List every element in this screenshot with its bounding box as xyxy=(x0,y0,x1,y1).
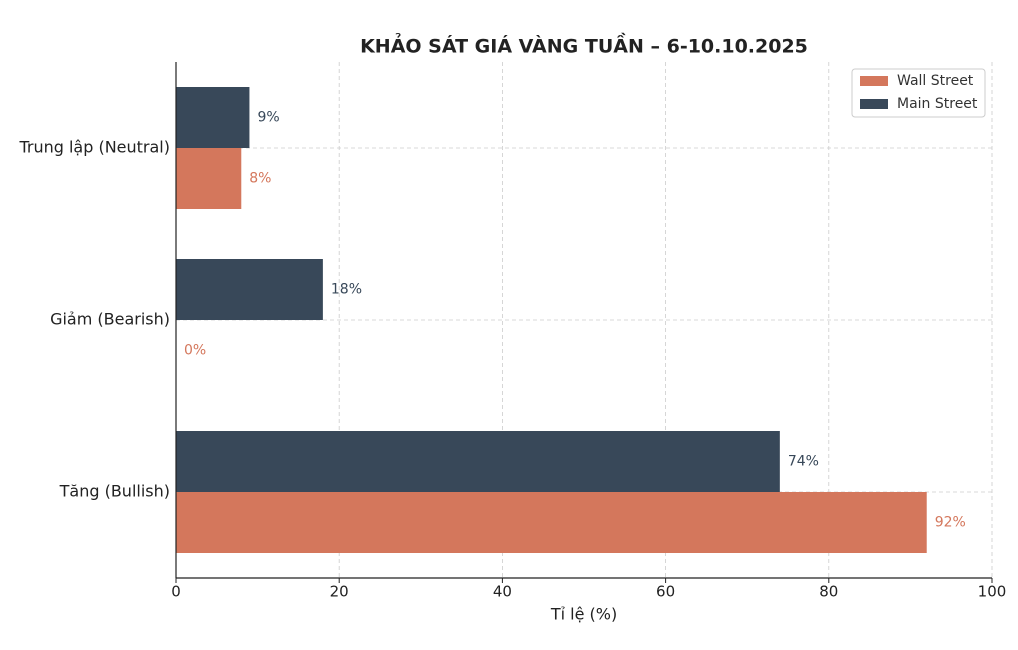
x-tick-label: 60 xyxy=(656,583,675,601)
value-label: 92% xyxy=(935,515,966,531)
x-tick-label: 80 xyxy=(819,583,838,601)
x-tick-label: 20 xyxy=(330,583,349,601)
bar xyxy=(176,431,780,492)
x-tick-label: 0 xyxy=(171,583,181,601)
legend-label: Main Street xyxy=(897,96,978,112)
value-label: 18% xyxy=(331,282,362,298)
chart-title: KHẢO SÁT GIÁ VÀNG TUẦN – 6-10.10.2025 xyxy=(360,32,808,58)
x-axis-label: Tỉ lệ (%) xyxy=(550,605,617,624)
y-tick-label: Giảm (Bearish) xyxy=(50,310,170,329)
x-tick-label: 40 xyxy=(493,583,512,601)
value-label: 9% xyxy=(257,110,279,126)
value-label: 0% xyxy=(184,343,206,359)
y-tick-label: Tăng (Bullish) xyxy=(59,482,170,501)
x-tick-label: 100 xyxy=(978,583,1007,601)
bar xyxy=(176,492,927,553)
legend-swatch xyxy=(860,76,888,86)
bar xyxy=(176,148,242,209)
y-tick-label: Trung lập (Neutral) xyxy=(18,138,170,157)
value-label: 8% xyxy=(249,171,271,187)
legend-swatch xyxy=(860,99,888,109)
bar xyxy=(176,87,250,148)
bar xyxy=(176,259,323,320)
legend-label: Wall Street xyxy=(897,73,974,89)
value-label: 74% xyxy=(788,454,819,470)
